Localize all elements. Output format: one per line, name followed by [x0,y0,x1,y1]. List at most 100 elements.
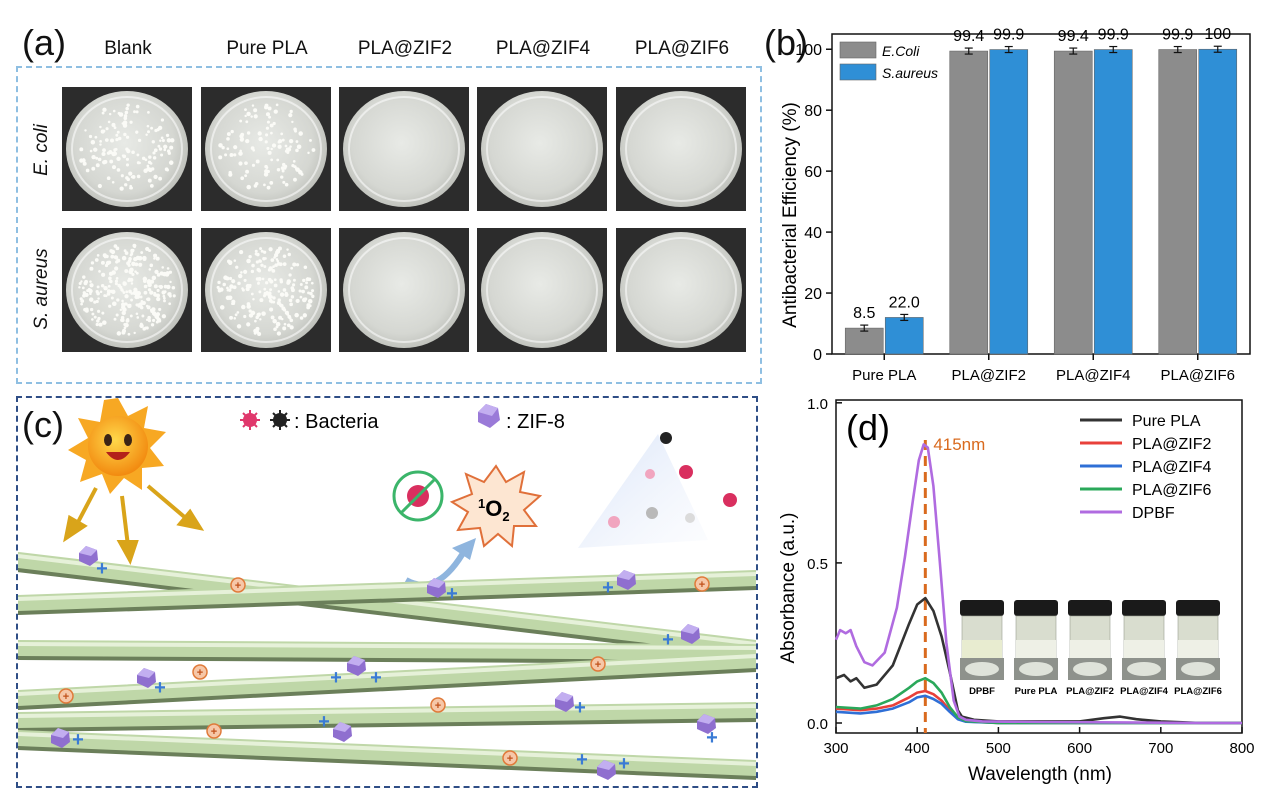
legend-label: PLA@ZIF4 [1132,459,1211,476]
fiber-highlight [18,654,756,696]
panel-c-frame [16,396,758,788]
row-label-s-aureus: S. aureus [31,248,52,330]
y-tick-label: 60 [804,164,822,181]
vial-label: Pure PLA [1015,686,1058,697]
plus-charge-icon: + [602,577,614,599]
x-tick-label: 500 [986,740,1011,757]
bacterial-colonies [616,228,746,352]
bar-value-label: 22.0 [889,294,920,311]
x-tick-label: PLA@ZIF4 [1056,367,1130,384]
vial-cap [1068,600,1112,616]
positive-charge-icon: + [435,700,441,712]
positive-charge-icon [192,664,208,680]
crystal-face [427,578,445,588]
zif8-crystal-legend-icon [478,404,500,428]
fiber-highlight [18,704,756,718]
light-ray-arrows [63,484,205,565]
crystal-face [555,692,573,702]
vial-cap [1122,600,1166,616]
petri-dish-image [201,228,331,352]
plus-charge-icon: + [330,667,342,689]
bar-chart-plot-frame [831,33,1251,355]
petri-dish-image [616,228,746,352]
x-tick-label: 600 [1067,740,1092,757]
zif8-crystal-icon [697,714,716,734]
singlet-oxygen-label: 1O2 [478,496,510,524]
bar-chart-y-axis-label: Antibacterial Efficiency (%) [780,102,801,328]
x-tick-label: 300 [823,740,848,757]
panel-b-label: (b) [764,22,808,63]
positive-charge-icon [694,576,710,592]
bar [884,317,924,355]
positive-charge-icon [502,750,518,766]
y-tick-label: 0 [813,347,822,364]
bar-value-label: 100 [1204,26,1231,43]
legend-label: S.aureus [882,65,938,81]
spectrum-line [835,694,1242,725]
zif8-crystal-icon [681,624,700,644]
plus-charge-icon: + [370,667,382,689]
plus-charge-icon: + [72,729,84,751]
vial-liquid [1178,640,1218,658]
bacterial-colonies [616,87,746,211]
column-header: PLA@ZIF6 [634,38,730,59]
x-tick-label: 800 [1229,740,1254,757]
antibacterial-bar-chart: 0 20 40 60 80 100 Pure PLA 8.5 22.0 PLA@ZIF2 99.4… [780,26,1251,384]
line-chart-y-axis-label: Absorbance (a.u.) [778,512,799,663]
positive-charge-icon: + [211,726,217,738]
legend-label: PLA@ZIF6 [1132,482,1211,499]
panel-d-label: (d) [846,407,890,448]
petri-dish-image [616,87,746,211]
pla-nanofibers: + +++++++++ +++ + ++++++ + [18,546,756,780]
vial-bottom-view [1127,662,1161,676]
bacteria-legend-text: : Bacteria [294,411,379,433]
bar [949,50,989,355]
positive-charge-icon [206,723,222,739]
positive-charge-icon [590,656,606,672]
vial-label: PLA@ZIF6 [1174,686,1222,697]
line-chart-plot-frame [835,399,1243,734]
vial-liquid [1124,640,1164,658]
sample-vial-photo: PLA@ZIF4 [1120,600,1169,697]
column-header: Pure PLA [226,38,308,59]
bar-value-label: 99.9 [1098,27,1129,44]
crystal-face [347,656,365,666]
plus-charge-icon: + [576,749,588,771]
zif8-crystal-icon [597,760,616,780]
positive-charge-icon: + [197,667,203,679]
bacteria-legend-icon [240,410,290,430]
column-header: PLA@ZIF2 [357,38,453,59]
fiber-highlight [18,642,756,650]
bacterial-colonies [218,103,316,190]
scattered-bacteria [608,432,737,528]
zif8-crystal-icon [137,668,156,688]
x-tick-label: PLA@ZIF6 [1161,367,1235,384]
crystal-face [137,668,155,678]
row-label-e-coli: E. coli [31,124,52,176]
y-tick-label: 100 [795,42,822,59]
vial-cap [1176,600,1220,616]
bar-value-label: 8.5 [853,305,875,322]
vial-label: DPBF [969,686,995,697]
crystal-face [79,546,97,556]
fiber [18,552,756,656]
petri-dish-image [62,228,192,352]
petri-dish-image [339,87,469,211]
bar-value-label: 99.4 [1058,28,1089,45]
vial-cap [1014,600,1058,616]
panel-a-frame [16,66,762,384]
plus-charge-icon: + [618,753,630,775]
legend-label: E.Coli [882,43,920,59]
bar [1053,50,1093,355]
sample-vial-photo: PLA@ZIF2 [1066,600,1114,697]
zif8-crystal-icon [79,546,98,566]
zif8-crystal-icon [427,578,446,598]
vial-liquid [962,640,1002,658]
crystal-face [597,760,615,770]
vial-liquid [1016,640,1056,658]
fiber-highlight [18,732,756,766]
bar-value-label: 99.9 [993,27,1024,44]
legend-swatch [839,63,877,81]
bar [1198,48,1238,355]
bar [1158,49,1198,355]
